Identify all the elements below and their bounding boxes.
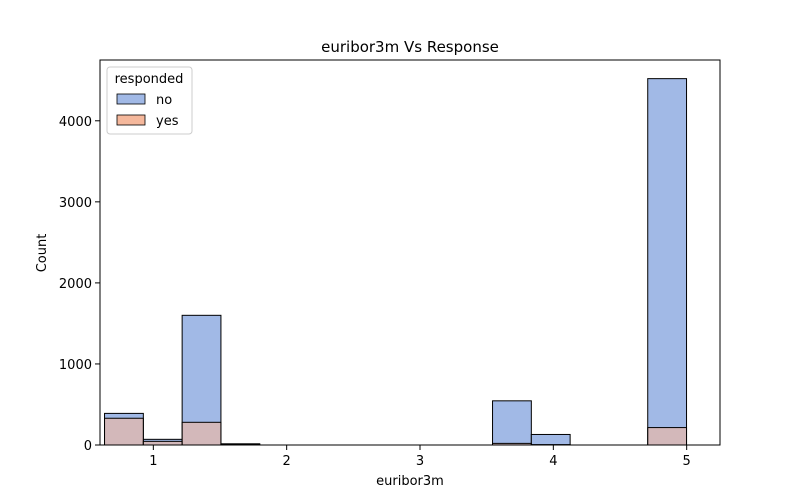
y-tick-label: 1000 [59,358,92,373]
y-axis-title: Count [35,234,50,273]
legend-swatch-yes [116,114,146,126]
series-no-bars [104,78,688,446]
legend-label-yes: yes [156,114,179,129]
x-axis-ticks: 1 2 3 4 5 [149,445,691,469]
y-tick-label: 4000 [59,115,92,130]
legend-label-no: no [156,93,172,108]
x-tick-label: 1 [149,454,157,469]
legend: responded no yes [106,66,193,135]
x-tick-label: 4 [549,454,557,469]
bar-no-11 [530,433,571,446]
x-tick-label: 2 [283,454,291,469]
bar-no-14 [647,78,688,446]
chart-title: euribor3m Vs Response [321,38,499,56]
x-tick-label: 3 [416,454,424,469]
legend-title: responded [115,72,184,87]
x-tick-label: 5 [683,454,691,469]
bar-yes-1 [142,440,183,446]
y-tick-label: 2000 [59,277,92,292]
bar-no-10 [492,400,532,446]
y-tick-label: 0 [84,439,92,454]
legend-swatch-no [116,93,146,105]
plot-frame [99,59,721,446]
y-axis-ticks: 0 1000 2000 3000 4000 [59,115,100,454]
y-tick-label: 3000 [59,196,92,211]
x-axis-title: euribor3m [376,474,444,489]
bar-yes-2 [181,421,222,446]
bar-yes-0 [104,417,144,446]
series-yes-bars [104,417,688,446]
bar-yes-14 [647,427,688,446]
